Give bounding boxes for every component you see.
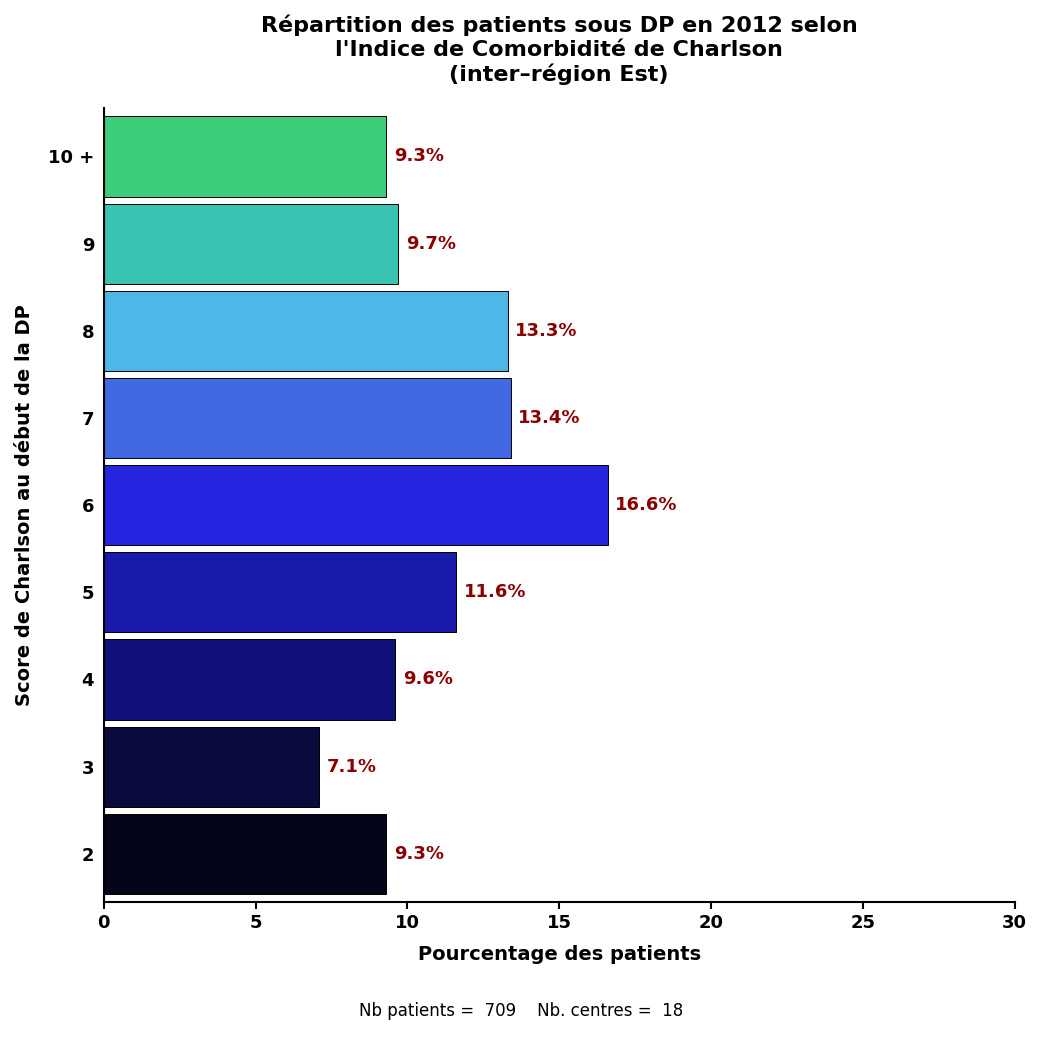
Text: 9.3%: 9.3%	[394, 147, 444, 166]
Bar	[104, 465, 607, 545]
Bar	[104, 203, 398, 283]
Y-axis label: Score de Charlson au début de la DP: Score de Charlson au début de la DP	[15, 304, 34, 706]
Bar	[104, 378, 511, 458]
Text: 9.3%: 9.3%	[394, 845, 444, 863]
Bar	[104, 814, 387, 894]
Bar	[104, 640, 395, 720]
Bar	[104, 726, 320, 807]
Bar	[104, 291, 507, 371]
Text: 13.3%: 13.3%	[515, 322, 577, 340]
Text: Nb patients =  709    Nb. centres =  18: Nb patients = 709 Nb. centres = 18	[358, 1002, 684, 1020]
Text: 7.1%: 7.1%	[327, 758, 377, 775]
Bar	[104, 117, 387, 197]
Text: 16.6%: 16.6%	[616, 496, 678, 514]
Text: 13.4%: 13.4%	[518, 408, 580, 427]
Text: 9.7%: 9.7%	[406, 234, 456, 252]
Title: Répartition des patients sous DP en 2012 selon
l'Indice de Comorbidité de Charls: Répartition des patients sous DP en 2012…	[260, 15, 858, 84]
Text: 11.6%: 11.6%	[464, 584, 526, 601]
Bar	[104, 552, 456, 632]
Text: 9.6%: 9.6%	[403, 670, 453, 689]
X-axis label: Pourcentage des patients: Pourcentage des patients	[418, 945, 700, 965]
